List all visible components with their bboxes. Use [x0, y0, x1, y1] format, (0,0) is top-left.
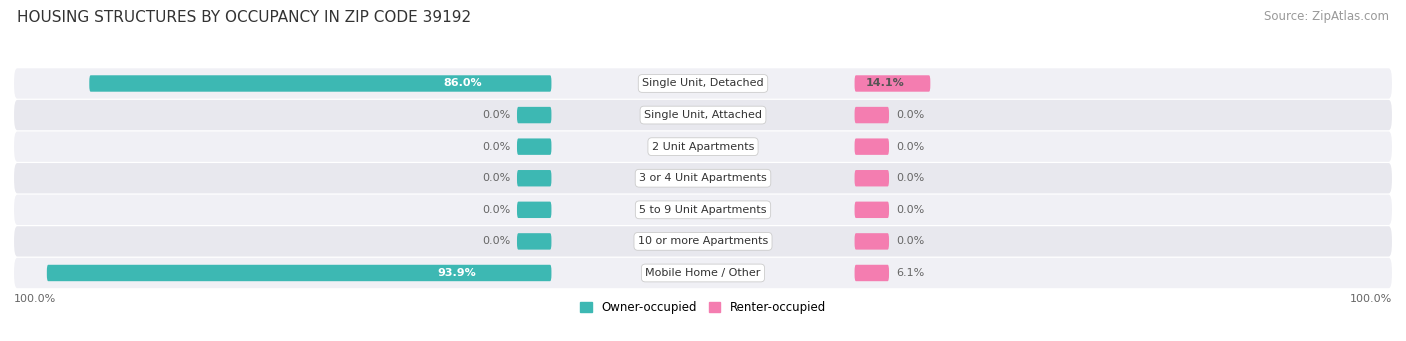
FancyBboxPatch shape: [14, 163, 1392, 193]
Text: 6.1%: 6.1%: [896, 268, 924, 278]
FancyBboxPatch shape: [517, 202, 551, 218]
Legend: Owner-occupied, Renter-occupied: Owner-occupied, Renter-occupied: [575, 297, 831, 319]
FancyBboxPatch shape: [855, 107, 889, 123]
Text: 100.0%: 100.0%: [14, 295, 56, 305]
FancyBboxPatch shape: [46, 265, 551, 281]
Text: 0.0%: 0.0%: [482, 236, 510, 247]
Text: Single Unit, Attached: Single Unit, Attached: [644, 110, 762, 120]
Text: 2 Unit Apartments: 2 Unit Apartments: [652, 142, 754, 152]
Text: 14.1%: 14.1%: [866, 78, 904, 88]
FancyBboxPatch shape: [855, 170, 889, 187]
Text: 93.9%: 93.9%: [437, 268, 475, 278]
Text: 5 to 9 Unit Apartments: 5 to 9 Unit Apartments: [640, 205, 766, 215]
Text: HOUSING STRUCTURES BY OCCUPANCY IN ZIP CODE 39192: HOUSING STRUCTURES BY OCCUPANCY IN ZIP C…: [17, 10, 471, 25]
FancyBboxPatch shape: [855, 265, 889, 281]
FancyBboxPatch shape: [14, 195, 1392, 225]
FancyBboxPatch shape: [14, 226, 1392, 256]
Text: 0.0%: 0.0%: [482, 205, 510, 215]
FancyBboxPatch shape: [517, 233, 551, 250]
Text: Source: ZipAtlas.com: Source: ZipAtlas.com: [1264, 10, 1389, 23]
Text: 0.0%: 0.0%: [482, 142, 510, 152]
FancyBboxPatch shape: [14, 68, 1392, 99]
Text: 0.0%: 0.0%: [896, 173, 924, 183]
Text: 0.0%: 0.0%: [482, 110, 510, 120]
FancyBboxPatch shape: [855, 233, 889, 250]
Text: 0.0%: 0.0%: [896, 142, 924, 152]
FancyBboxPatch shape: [855, 202, 889, 218]
FancyBboxPatch shape: [14, 132, 1392, 162]
FancyBboxPatch shape: [517, 138, 551, 155]
Text: 0.0%: 0.0%: [896, 236, 924, 247]
FancyBboxPatch shape: [517, 107, 551, 123]
Text: 10 or more Apartments: 10 or more Apartments: [638, 236, 768, 247]
Text: Mobile Home / Other: Mobile Home / Other: [645, 268, 761, 278]
Text: 86.0%: 86.0%: [443, 78, 482, 88]
FancyBboxPatch shape: [90, 75, 551, 92]
FancyBboxPatch shape: [14, 258, 1392, 288]
Text: 0.0%: 0.0%: [896, 205, 924, 215]
FancyBboxPatch shape: [855, 138, 889, 155]
FancyBboxPatch shape: [517, 170, 551, 187]
FancyBboxPatch shape: [14, 100, 1392, 130]
Text: 0.0%: 0.0%: [482, 173, 510, 183]
Text: 100.0%: 100.0%: [1350, 295, 1392, 305]
FancyBboxPatch shape: [855, 75, 931, 92]
Text: 0.0%: 0.0%: [896, 110, 924, 120]
Text: 3 or 4 Unit Apartments: 3 or 4 Unit Apartments: [640, 173, 766, 183]
Text: Single Unit, Detached: Single Unit, Detached: [643, 78, 763, 88]
